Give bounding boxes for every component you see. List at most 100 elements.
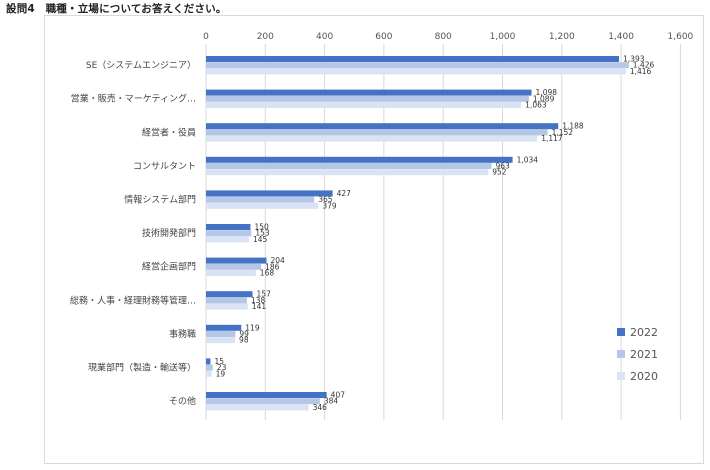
category-label: 総務・人事・経理財務等管理… [70, 294, 196, 306]
data-label-2021: 153 [255, 229, 270, 238]
bar-2022 [206, 358, 211, 365]
x-axis-ticks: 0 200 400 600 800 1,000 1,200 1,400 1,600 [203, 32, 693, 42]
data-label-2020: 1,117 [541, 134, 563, 143]
x-tick-label: 600 [375, 32, 392, 42]
data-label-2022: 150 [254, 223, 269, 232]
data-label-2022: 407 [331, 391, 346, 400]
data-label-2022: 15 [214, 357, 224, 366]
bar-2021 [206, 398, 320, 405]
data-label-2021: 1,089 [533, 94, 555, 103]
legend-label: 2021 [630, 348, 658, 361]
data-label-2020: 168 [260, 269, 275, 278]
bar-2020 [206, 370, 212, 377]
legend-swatch-2020 [617, 372, 625, 380]
x-tick-label: 400 [316, 32, 333, 42]
data-label-2022: 427 [337, 189, 352, 198]
category-label: 経営者・役員 [142, 126, 196, 138]
question-heading: 設問4 職種・立場についてお答えください。 [6, 3, 227, 15]
data-label-2020: 145 [253, 235, 268, 244]
category-label: 技術開発部門 [142, 227, 196, 239]
data-label-2021: 963 [496, 162, 511, 171]
data-label-2022: 1,393 [623, 55, 645, 64]
data-label-2021: 23 [217, 363, 227, 372]
data-label-2021: 365 [318, 195, 333, 204]
bar-2022 [206, 324, 242, 331]
data-label-2022: 1,098 [536, 88, 558, 97]
data-label-2020: 1,416 [630, 67, 652, 76]
legend-label: 2020 [630, 370, 658, 383]
category-label: 現業部門（製造・輸送等） [88, 362, 196, 374]
x-tick-label: 800 [435, 32, 452, 42]
bar-2022 [206, 224, 251, 230]
data-label-2021: 1,152 [552, 128, 574, 137]
data-label-2020: 1,063 [525, 101, 547, 110]
category-label: 事務職 [169, 328, 196, 340]
bar-2021 [206, 95, 529, 102]
data-label-2022: 1,034 [517, 155, 539, 164]
bar-2020 [206, 68, 626, 75]
bar-2021 [206, 364, 213, 371]
bar-2022 [206, 257, 267, 264]
bar-2020 [206, 135, 538, 142]
data-label-2020: 379 [322, 201, 337, 210]
legend-swatch-2022 [617, 328, 625, 336]
bar-2022 [206, 392, 327, 398]
bar-2022 [206, 291, 253, 298]
bar-2020 [206, 303, 248, 310]
data-label-2022: 119 [245, 323, 260, 332]
bar-2020 [206, 404, 309, 411]
bar-2020 [206, 202, 319, 209]
data-label-2021: 186 [265, 262, 280, 271]
bar-2021 [206, 196, 315, 203]
data-label-2021: 138 [251, 296, 266, 305]
data-label-2020: 346 [313, 403, 328, 412]
category-label: 経営企画部門 [142, 261, 196, 273]
x-tick-label: 1,400 [608, 32, 634, 42]
bar-2022 [206, 56, 620, 62]
data-label-2021: 99 [239, 330, 249, 339]
bar-2021 [206, 297, 247, 304]
data-label-2021: 384 [324, 397, 339, 406]
legend-label: 2022 [630, 326, 658, 339]
category-label: 情報システム部門 [124, 194, 196, 206]
bar-2021 [206, 62, 629, 69]
data-label-2020: 952 [492, 168, 507, 177]
data-label-2020: 141 [252, 302, 267, 311]
bar-2021 [206, 230, 252, 237]
bar-2021 [206, 163, 492, 169]
x-tick-label: 1,000 [490, 32, 516, 42]
bar-2022 [206, 123, 559, 130]
legend-swatch-2021 [617, 350, 625, 358]
bar-2020 [206, 236, 249, 243]
bar-2022 [206, 156, 513, 163]
bar-2021 [206, 263, 262, 270]
bar-2021 [206, 331, 236, 337]
x-tick-label: 1,200 [549, 32, 575, 42]
bar-2022 [206, 89, 532, 96]
x-tick-label: 1,600 [668, 32, 694, 42]
legend: 2022 2021 2020 [617, 326, 658, 383]
bar-2020 [206, 270, 256, 276]
bar-2020 [206, 337, 236, 344]
chart-frame [44, 15, 704, 464]
bar-2020 [206, 169, 489, 176]
category-label: 営業・販売・マーケティング… [71, 93, 196, 105]
data-label-2021: 1,426 [633, 61, 655, 70]
data-label-2020: 19 [216, 369, 226, 378]
bar-2020 [206, 102, 522, 108]
category-label: その他 [169, 395, 196, 407]
data-label-2022: 1,188 [562, 122, 584, 131]
data-label-2020: 98 [239, 336, 249, 345]
bars [206, 56, 629, 411]
x-tick-label: 0 [203, 32, 209, 42]
category-label: SE（システムエンジニア） [86, 60, 196, 71]
category-labels: SE（システムエンジニア） 営業・販売・マーケティング… 経営者・役員コンサルタント… [70, 60, 196, 407]
data-label-2022: 157 [257, 290, 272, 299]
x-tick-label: 200 [257, 32, 274, 42]
bar-2022 [206, 190, 333, 197]
bar-2021 [206, 129, 548, 136]
data-label-2022: 204 [270, 256, 285, 265]
category-label: コンサルタント [133, 161, 196, 172]
